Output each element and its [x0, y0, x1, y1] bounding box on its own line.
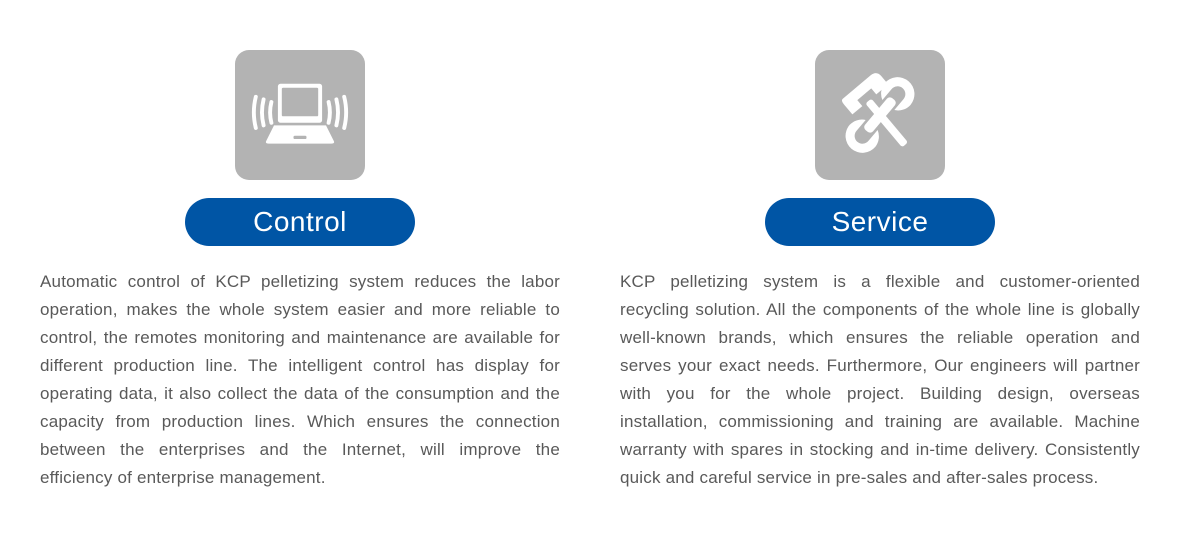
- control-body: Automatic control of KCP pelletizing sys…: [40, 268, 560, 492]
- two-column-features: Control Automatic control of KCP pelleti…: [0, 0, 1180, 492]
- service-body: KCP pelletizing system is a flexible and…: [620, 268, 1140, 492]
- control-title-pill: Control: [185, 198, 415, 246]
- service-title: Service: [832, 206, 929, 237]
- service-title-pill: Service: [765, 198, 995, 246]
- control-icon-tile: [235, 50, 365, 180]
- laptop-broadcast-icon: [235, 50, 365, 180]
- control-title: Control: [253, 206, 347, 237]
- hammer-wrench-icon: [815, 50, 945, 180]
- feature-column-service: Service KCP pelletizing system is a flex…: [620, 50, 1140, 492]
- service-icon-tile: [815, 50, 945, 180]
- feature-column-control: Control Automatic control of KCP pelleti…: [40, 50, 560, 492]
